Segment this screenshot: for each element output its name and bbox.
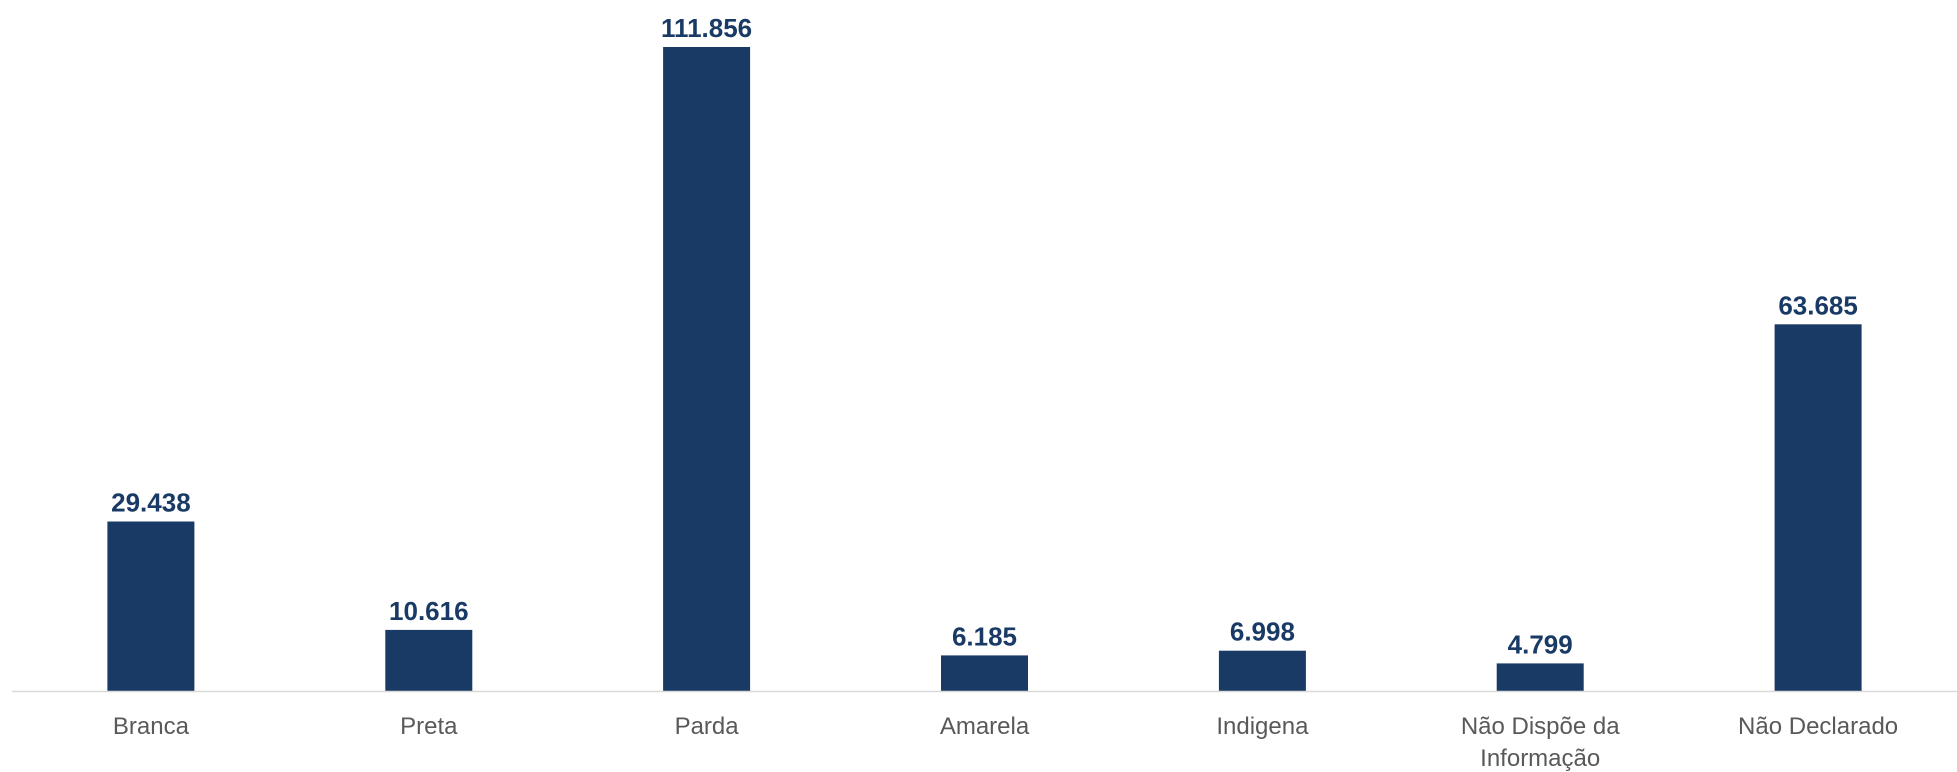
bar-value-label: 63.685 bbox=[1778, 290, 1858, 320]
bar-value-label: 6.185 bbox=[952, 621, 1017, 651]
category-label-line: Parda bbox=[675, 713, 740, 740]
category-label: Não Declarado bbox=[1738, 713, 1898, 740]
category-label-line: Preta bbox=[400, 713, 458, 740]
category-label: Não Dispõe da Informação bbox=[1461, 713, 1620, 772]
bar-value-label: 4.799 bbox=[1508, 629, 1573, 659]
bar bbox=[385, 629, 473, 691]
bar bbox=[1774, 324, 1862, 691]
category-label-line: Não Declarado bbox=[1738, 713, 1898, 740]
category-label: Amarela bbox=[940, 713, 1030, 740]
category-label-line: Branca bbox=[113, 713, 190, 740]
category-label-line: Indigena bbox=[1216, 713, 1309, 740]
category-label-line: Informação bbox=[1480, 745, 1600, 772]
bar bbox=[941, 655, 1028, 691]
category-label: Indigena bbox=[1216, 713, 1309, 740]
bar-value-label: 6.998 bbox=[1230, 617, 1295, 647]
bar bbox=[1496, 663, 1584, 691]
value-labels-group: 29.438 10.616 111.856 6.185 6.998 4.799 63.685 bbox=[111, 13, 1858, 659]
category-label-line: Não Dispõe da bbox=[1461, 713, 1620, 740]
category-label: Preta bbox=[400, 713, 458, 740]
category-label: Branca bbox=[113, 713, 190, 740]
category-labels-group: Branca Preta Parda Amarela Indigena Não Dispõ… bbox=[113, 713, 1898, 772]
bar-value-label: 29.438 bbox=[111, 488, 191, 518]
category-label: Parda bbox=[675, 713, 740, 740]
bar bbox=[107, 521, 195, 691]
bar-value-label: 111.856 bbox=[661, 13, 752, 43]
bars-group bbox=[107, 47, 1862, 691]
category-label-line: Amarela bbox=[940, 713, 1030, 740]
bar bbox=[1218, 650, 1306, 691]
bar-value-label: 10.616 bbox=[389, 596, 469, 626]
bar bbox=[663, 47, 751, 691]
